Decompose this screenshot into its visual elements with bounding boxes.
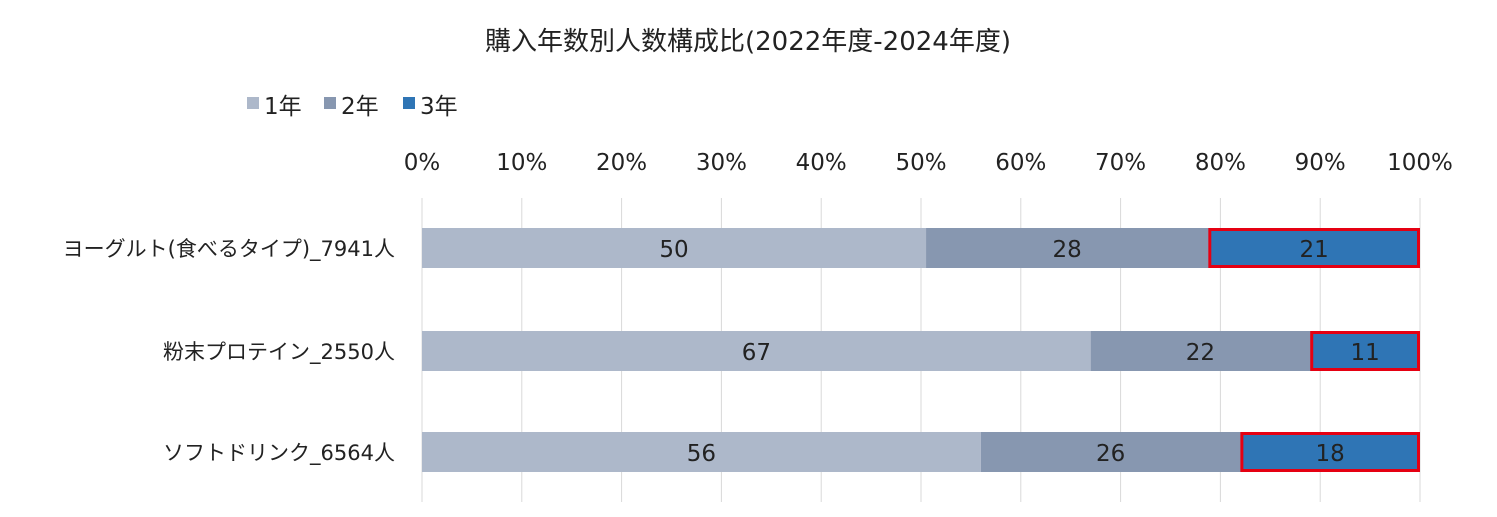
data-label: 50 [659, 237, 688, 263]
category-label: 粉末プロテイン_2550人 [163, 340, 395, 365]
x-tick-label: 80% [1195, 150, 1246, 176]
data-label: 67 [742, 340, 771, 366]
bar-segment [1208, 228, 1420, 268]
legend-item-1-swatch [247, 97, 259, 109]
legend-item-2-label: 2年 [341, 94, 379, 120]
bar-segment [422, 432, 981, 472]
category-label: ソフトドリンク_6564人 [163, 441, 395, 466]
x-tick-label: 100% [1387, 150, 1453, 176]
data-label: 26 [1096, 441, 1125, 467]
legend-item-3: 3年 [403, 94, 458, 120]
x-tick-label: 20% [596, 150, 647, 176]
data-label: 28 [1053, 237, 1082, 263]
legend-item-1: 1年 [247, 94, 302, 120]
x-tick-label: 30% [696, 150, 747, 176]
bar-segment [1310, 331, 1420, 371]
legend: 1年 2年 3年 [247, 94, 458, 120]
x-tick-label: 10% [496, 150, 547, 176]
x-axis-ticks: 0% 10% 20% 30% 40% 50% 60% 70% 80% 90% 100% [404, 150, 1453, 176]
chart-title: 購入年数別人数構成比(2022年度-2024年度) [485, 27, 1011, 57]
legend-item-1-label: 1年 [264, 94, 302, 120]
x-tick-label: 90% [1295, 150, 1346, 176]
category-labels: ヨーグルト(食べるタイプ)_7941人粉末プロテイン_2550人ソフトドリンク_… [63, 237, 395, 466]
highlight-box [1208, 228, 1420, 268]
bar-segment [422, 228, 927, 268]
bar-segment [1090, 331, 1311, 371]
bar-segment [926, 228, 1209, 268]
highlight-box [1310, 331, 1420, 371]
x-tick-label: 40% [796, 150, 847, 176]
highlight-box [1240, 432, 1420, 472]
x-tick-label: 50% [895, 150, 946, 176]
data-label: 22 [1186, 340, 1215, 366]
data-label: 56 [687, 441, 716, 467]
data-label: 18 [1316, 441, 1345, 467]
bars: 50 28 21 67 22 11 56 26 18 [422, 228, 1420, 472]
category-label: ヨーグルト(食べるタイプ)_7941人 [63, 237, 395, 262]
bar-segment [980, 432, 1241, 472]
x-tick-label: 60% [995, 150, 1046, 176]
legend-item-3-label: 3年 [420, 94, 458, 120]
data-label: 11 [1350, 340, 1379, 366]
x-tick-label: 70% [1095, 150, 1146, 176]
legend-item-3-swatch [403, 97, 415, 109]
data-label: 21 [1300, 237, 1329, 263]
legend-item-2: 2年 [324, 94, 379, 120]
bar-segment [1240, 432, 1420, 472]
x-tick-label: 0% [404, 150, 441, 176]
bar-segment [422, 331, 1091, 371]
legend-item-2-swatch [324, 97, 336, 109]
